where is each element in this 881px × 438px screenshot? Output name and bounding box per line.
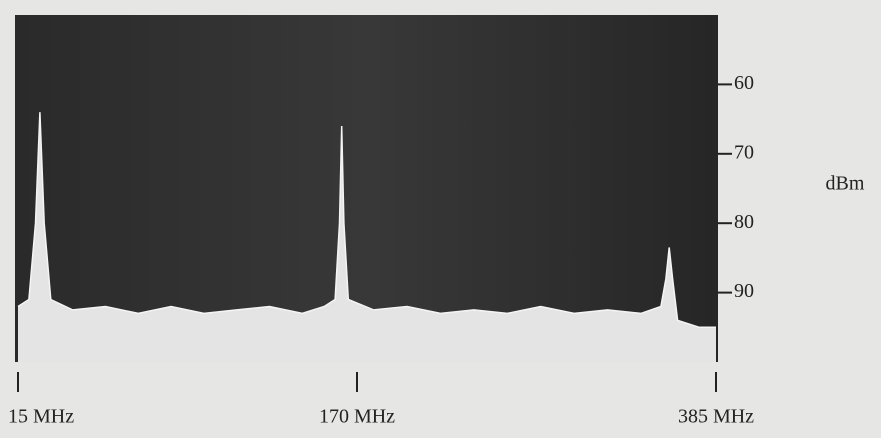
y-tick-label: 70 bbox=[734, 141, 754, 163]
x-tick-label: 170 MHz bbox=[319, 406, 395, 428]
trace-line bbox=[17, 112, 716, 329]
y-axis-label: dBm bbox=[826, 173, 865, 195]
trace-area bbox=[18, 112, 716, 362]
y-tick-label: 90 bbox=[734, 280, 754, 302]
screen bbox=[15, 15, 718, 362]
x-tick-label: 15 MHz bbox=[8, 406, 74, 428]
x-tick-label: 385 MHz bbox=[678, 406, 754, 428]
y-tick-label: 60 bbox=[734, 72, 754, 94]
y-tick-label: 80 bbox=[734, 211, 754, 233]
